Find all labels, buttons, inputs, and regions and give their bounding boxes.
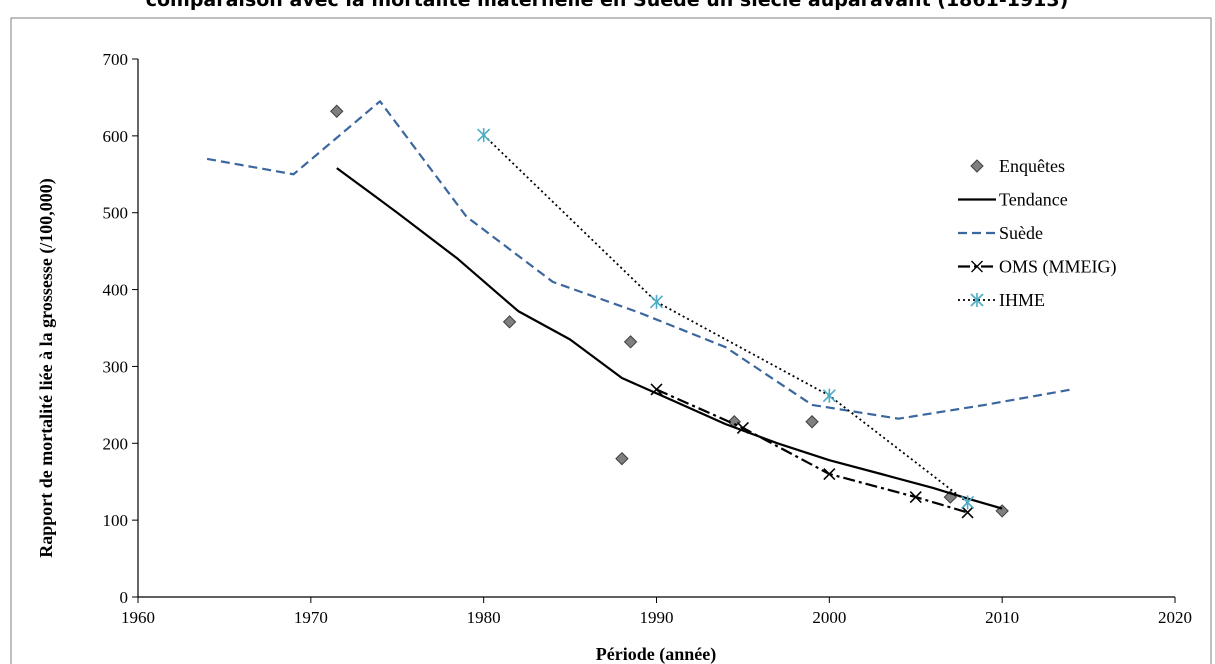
series [206, 100, 1072, 519]
legend-label: OMS (MMEIG) [999, 257, 1117, 278]
legend-entry: Enquêtes [970, 156, 1065, 176]
x-tick-label: 2010 [985, 608, 1019, 627]
legend-entry: Suède [958, 223, 1043, 243]
legend-label: Tendance [999, 190, 1068, 210]
legend-entry: OMS (MMEIG) [958, 257, 1117, 278]
y-tick-label: 100 [103, 511, 129, 530]
y-tick-label: 700 [103, 50, 129, 69]
y-axis-title: Rapport de mortalité liée à la grossesse… [36, 178, 57, 558]
x-tick-label: 1990 [640, 608, 674, 627]
ticks: 0 100 200 300 400 500 600 700 1960 1970 1980 1990 20… [103, 50, 1193, 627]
y-tick-label: 0 [120, 588, 129, 607]
data-point [477, 128, 491, 143]
legend-marker [971, 260, 983, 273]
data-point [623, 335, 638, 349]
x-tick-label: 1970 [294, 608, 328, 627]
legend-entry: IHME [958, 290, 1045, 310]
legend-marker [970, 293, 984, 307]
x-axis-title: Période (année) [596, 644, 716, 664]
data-point [650, 383, 663, 396]
x-tick-label: 1980 [467, 608, 501, 627]
legend-label: Enquêtes [999, 156, 1065, 176]
data-point [649, 294, 664, 309]
series-line [483, 134, 969, 504]
series-tendance [336, 167, 1003, 510]
legend-entry: Tendance [958, 190, 1068, 210]
x-tick-label: 1960 [121, 608, 155, 627]
legend-label: IHME [999, 290, 1045, 310]
y-tick-label: 500 [103, 204, 129, 223]
series-enqu-tes [330, 104, 1009, 518]
data-point [909, 491, 922, 504]
data-point [961, 506, 974, 519]
chart-area-border [10, 17, 1212, 664]
series-line [336, 167, 1003, 510]
legend: Enquêtes Tendance Suède OMS (MMEIG) IHME [958, 156, 1117, 310]
data-point [615, 451, 629, 466]
chart-title: comparaison avec la mortalité maternelle… [146, 0, 1069, 11]
series-line [206, 100, 1072, 420]
legend-label: Suède [999, 223, 1043, 243]
data-point [805, 415, 819, 429]
y-tick-label: 600 [103, 127, 129, 146]
y-tick-label: 300 [103, 357, 129, 376]
data-point [502, 315, 517, 329]
y-tick-label: 200 [103, 434, 129, 453]
data-point [961, 495, 975, 510]
data-point [823, 467, 836, 481]
x-tick-label: 2000 [812, 608, 846, 627]
legend-symbol [970, 159, 984, 173]
x-tick-label: 2020 [1158, 608, 1192, 627]
series-ihme [477, 128, 975, 510]
data-point [330, 104, 344, 118]
y-tick-label: 400 [103, 281, 129, 300]
data-point [736, 421, 749, 434]
series-su-de [206, 100, 1072, 420]
data-point [822, 388, 836, 403]
series-oms-mmeig- [650, 383, 974, 519]
